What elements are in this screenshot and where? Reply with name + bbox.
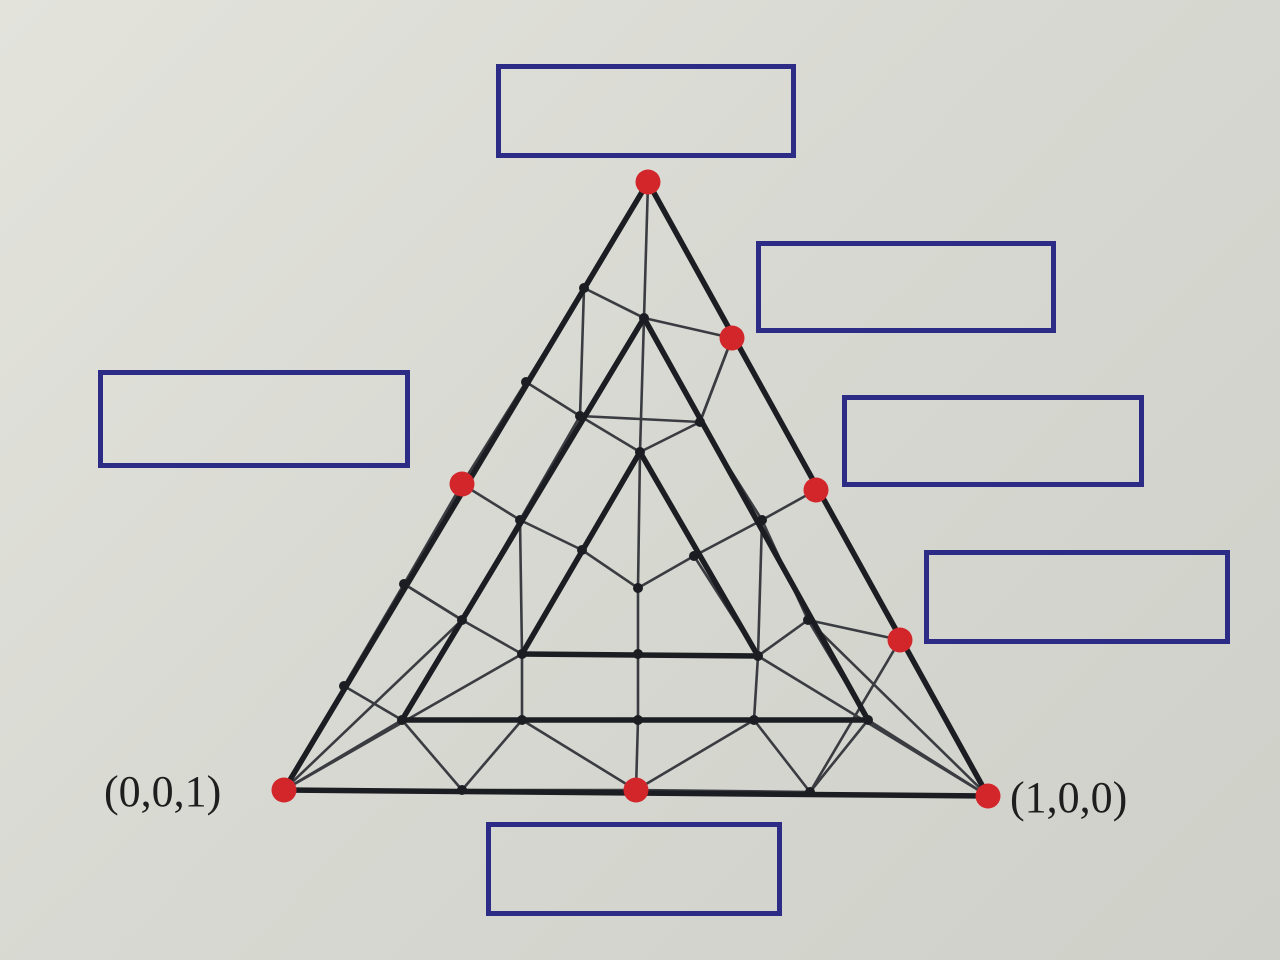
mesh-line xyxy=(642,180,650,320)
highlighted-vertex xyxy=(271,777,297,803)
mesh-vertex xyxy=(757,515,767,525)
vertex-label-bottom-left: (0,0,1) xyxy=(104,767,222,816)
mesh-line xyxy=(806,618,902,642)
mesh-vertex xyxy=(521,377,531,387)
vertex-label-bottom-right: (1,0,0) xyxy=(1010,773,1128,822)
mesh-line xyxy=(518,518,524,656)
highlighted-vertices xyxy=(271,169,1001,809)
mesh-vertex xyxy=(635,447,645,457)
mesh-line xyxy=(578,286,586,418)
mesh-vertex xyxy=(633,649,643,659)
mesh-vertex xyxy=(689,551,699,561)
answer-box-left[interactable] xyxy=(98,370,410,468)
mesh-line xyxy=(460,718,524,792)
mesh-vertex xyxy=(639,313,649,323)
mesh-line xyxy=(582,286,646,320)
mesh-line xyxy=(402,482,464,586)
mesh-line xyxy=(692,518,764,558)
mesh-vertex xyxy=(803,615,813,625)
mesh-vertices xyxy=(339,283,873,797)
mesh-vertex xyxy=(577,545,587,555)
highlighted-vertex xyxy=(975,783,1001,809)
mesh-line xyxy=(580,548,640,590)
mesh-line xyxy=(756,618,810,658)
highlighted-vertex xyxy=(635,169,661,195)
mesh-line xyxy=(400,718,464,792)
mesh-vertex xyxy=(575,411,585,421)
mesh-vertex xyxy=(517,715,527,725)
mesh-vertex xyxy=(397,715,407,725)
mesh-line xyxy=(460,618,524,656)
mesh-vertex xyxy=(399,579,409,589)
mesh-line xyxy=(282,618,464,792)
mesh-vertex xyxy=(579,283,589,293)
mesh-vertex xyxy=(633,583,643,593)
mesh-vertex xyxy=(457,785,467,795)
highlighted-vertex xyxy=(803,477,829,503)
mesh-line xyxy=(578,414,642,454)
mesh-line xyxy=(638,316,646,454)
answer-box-right-lower[interactable] xyxy=(924,550,1230,644)
triangle-edge xyxy=(637,449,761,659)
mesh-line xyxy=(808,718,870,794)
mesh-vertex xyxy=(515,515,525,525)
mesh-line xyxy=(638,420,702,454)
mesh-line xyxy=(524,380,582,418)
mesh-vertex xyxy=(695,417,705,427)
mesh-line xyxy=(642,316,734,340)
mesh-vertex xyxy=(633,715,643,725)
triangle-edge xyxy=(641,315,871,723)
mesh-vertex xyxy=(749,715,759,725)
mesh-line xyxy=(752,654,760,722)
highlighted-vertex xyxy=(449,471,475,497)
mesh-line xyxy=(636,450,642,590)
mesh-line xyxy=(636,554,696,590)
mesh-line xyxy=(756,518,764,658)
mesh-line xyxy=(698,336,734,424)
answer-box-bottom[interactable] xyxy=(486,822,782,916)
mesh-line xyxy=(520,718,638,792)
answer-box-right-middle[interactable] xyxy=(842,395,1144,487)
mesh-vertex xyxy=(863,715,873,725)
mesh-line xyxy=(806,618,990,798)
mesh-line xyxy=(756,654,990,798)
mesh-line xyxy=(578,414,702,424)
mesh-vertex xyxy=(339,681,349,691)
highlighted-vertex xyxy=(623,777,649,803)
answer-box-top[interactable] xyxy=(496,64,796,158)
highlighted-vertex xyxy=(719,325,745,351)
mesh-line xyxy=(342,684,404,722)
mesh-line xyxy=(518,518,584,552)
mesh-vertex xyxy=(753,651,763,661)
mesh-vertex xyxy=(517,649,527,659)
mesh-line xyxy=(402,582,464,622)
highlighted-vertex xyxy=(887,627,913,653)
mesh-line xyxy=(634,718,756,792)
mesh-vertex xyxy=(805,787,815,797)
answer-box-upper-right[interactable] xyxy=(756,241,1056,333)
mesh-line xyxy=(752,718,812,794)
mesh-vertex xyxy=(457,615,467,625)
